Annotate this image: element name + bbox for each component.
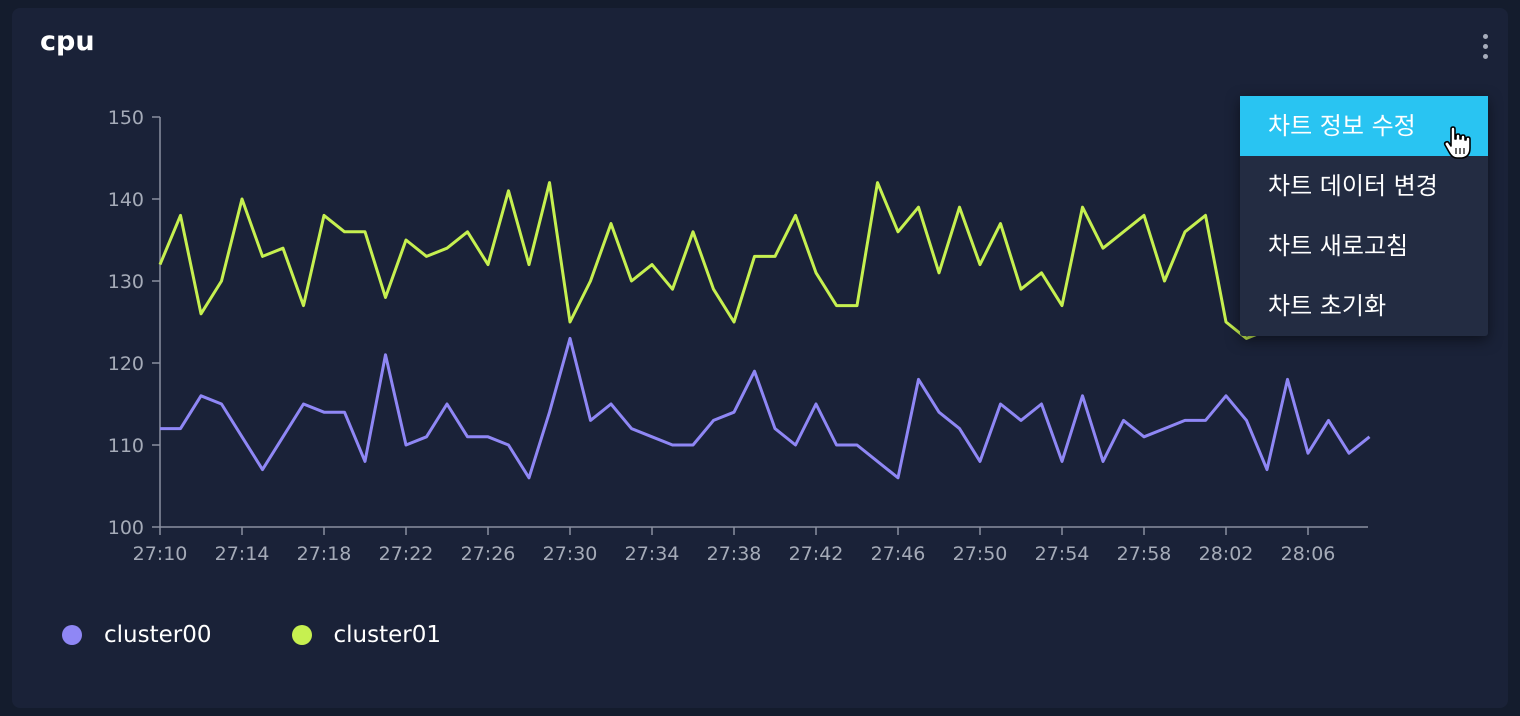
x-tick-label: 28:02	[1199, 543, 1254, 565]
x-tick-label: 27:18	[297, 543, 352, 565]
x-tick-label: 27:14	[215, 543, 270, 565]
x-tick-label: 27:54	[1035, 543, 1090, 565]
y-tick-label: 140	[108, 189, 144, 211]
legend-marker-cluster00	[62, 625, 82, 645]
series-line-cluster00	[160, 336, 1371, 480]
x-tick-label: 27:22	[379, 543, 434, 565]
y-axis: 100 110 120 130 140 150	[108, 107, 161, 539]
x-tick-label: 27:30	[543, 543, 598, 565]
series-line-cluster01	[158, 181, 1371, 340]
legend-label-cluster01: cluster01	[333, 622, 442, 648]
x-tick-label: 27:10	[133, 543, 188, 565]
y-tick-label: 100	[108, 517, 144, 539]
menu-item-change-chart-data[interactable]: 차트 데이터 변경	[1268, 172, 1438, 200]
legend-item-cluster01[interactable]: cluster01	[291, 622, 442, 648]
x-tick-label: 27:34	[625, 543, 680, 565]
x-tick-label: 28:06	[1281, 543, 1336, 565]
x-tick-label: 27:26	[461, 543, 516, 565]
y-tick-label: 130	[108, 271, 144, 293]
x-tick-label: 27:50	[953, 543, 1008, 565]
panel-title: cpu	[40, 26, 95, 57]
legend: cluster00 cluster01	[62, 622, 521, 648]
x-tick-label: 27:38	[707, 543, 762, 565]
kebab-dot	[1482, 53, 1488, 59]
menu-item-reset-chart[interactable]: 차트 초기화	[1268, 292, 1387, 320]
legend-label-cluster00: cluster00	[104, 622, 212, 648]
x-tick-label: 27:46	[871, 543, 926, 565]
x-tick-label: 27:42	[789, 543, 844, 565]
y-tick-label: 150	[108, 107, 144, 129]
y-tick-label: 120	[108, 353, 144, 375]
hand-pointer-icon	[1443, 126, 1471, 159]
menu-item-refresh-chart[interactable]: 차트 새로고침	[1268, 232, 1409, 260]
kebab-dot	[1482, 33, 1488, 39]
kebab-dot	[1482, 43, 1488, 49]
y-tick-label: 110	[108, 435, 144, 457]
x-tick-label: 27:58	[1117, 543, 1172, 565]
series-group	[158, 181, 1371, 480]
more-options-icon[interactable]	[1474, 26, 1496, 66]
legend-item-cluster00[interactable]: cluster00	[62, 622, 212, 648]
context-menu: 차트 정보 수정 차트 데이터 변경 차트 새로고침 차트 초기화	[1240, 96, 1488, 336]
x-axis: 27:10 27:14 27:18 27:22 27:26 27:30 27:34 27:38…	[133, 526, 1368, 565]
legend-marker-cluster01	[291, 625, 312, 645]
